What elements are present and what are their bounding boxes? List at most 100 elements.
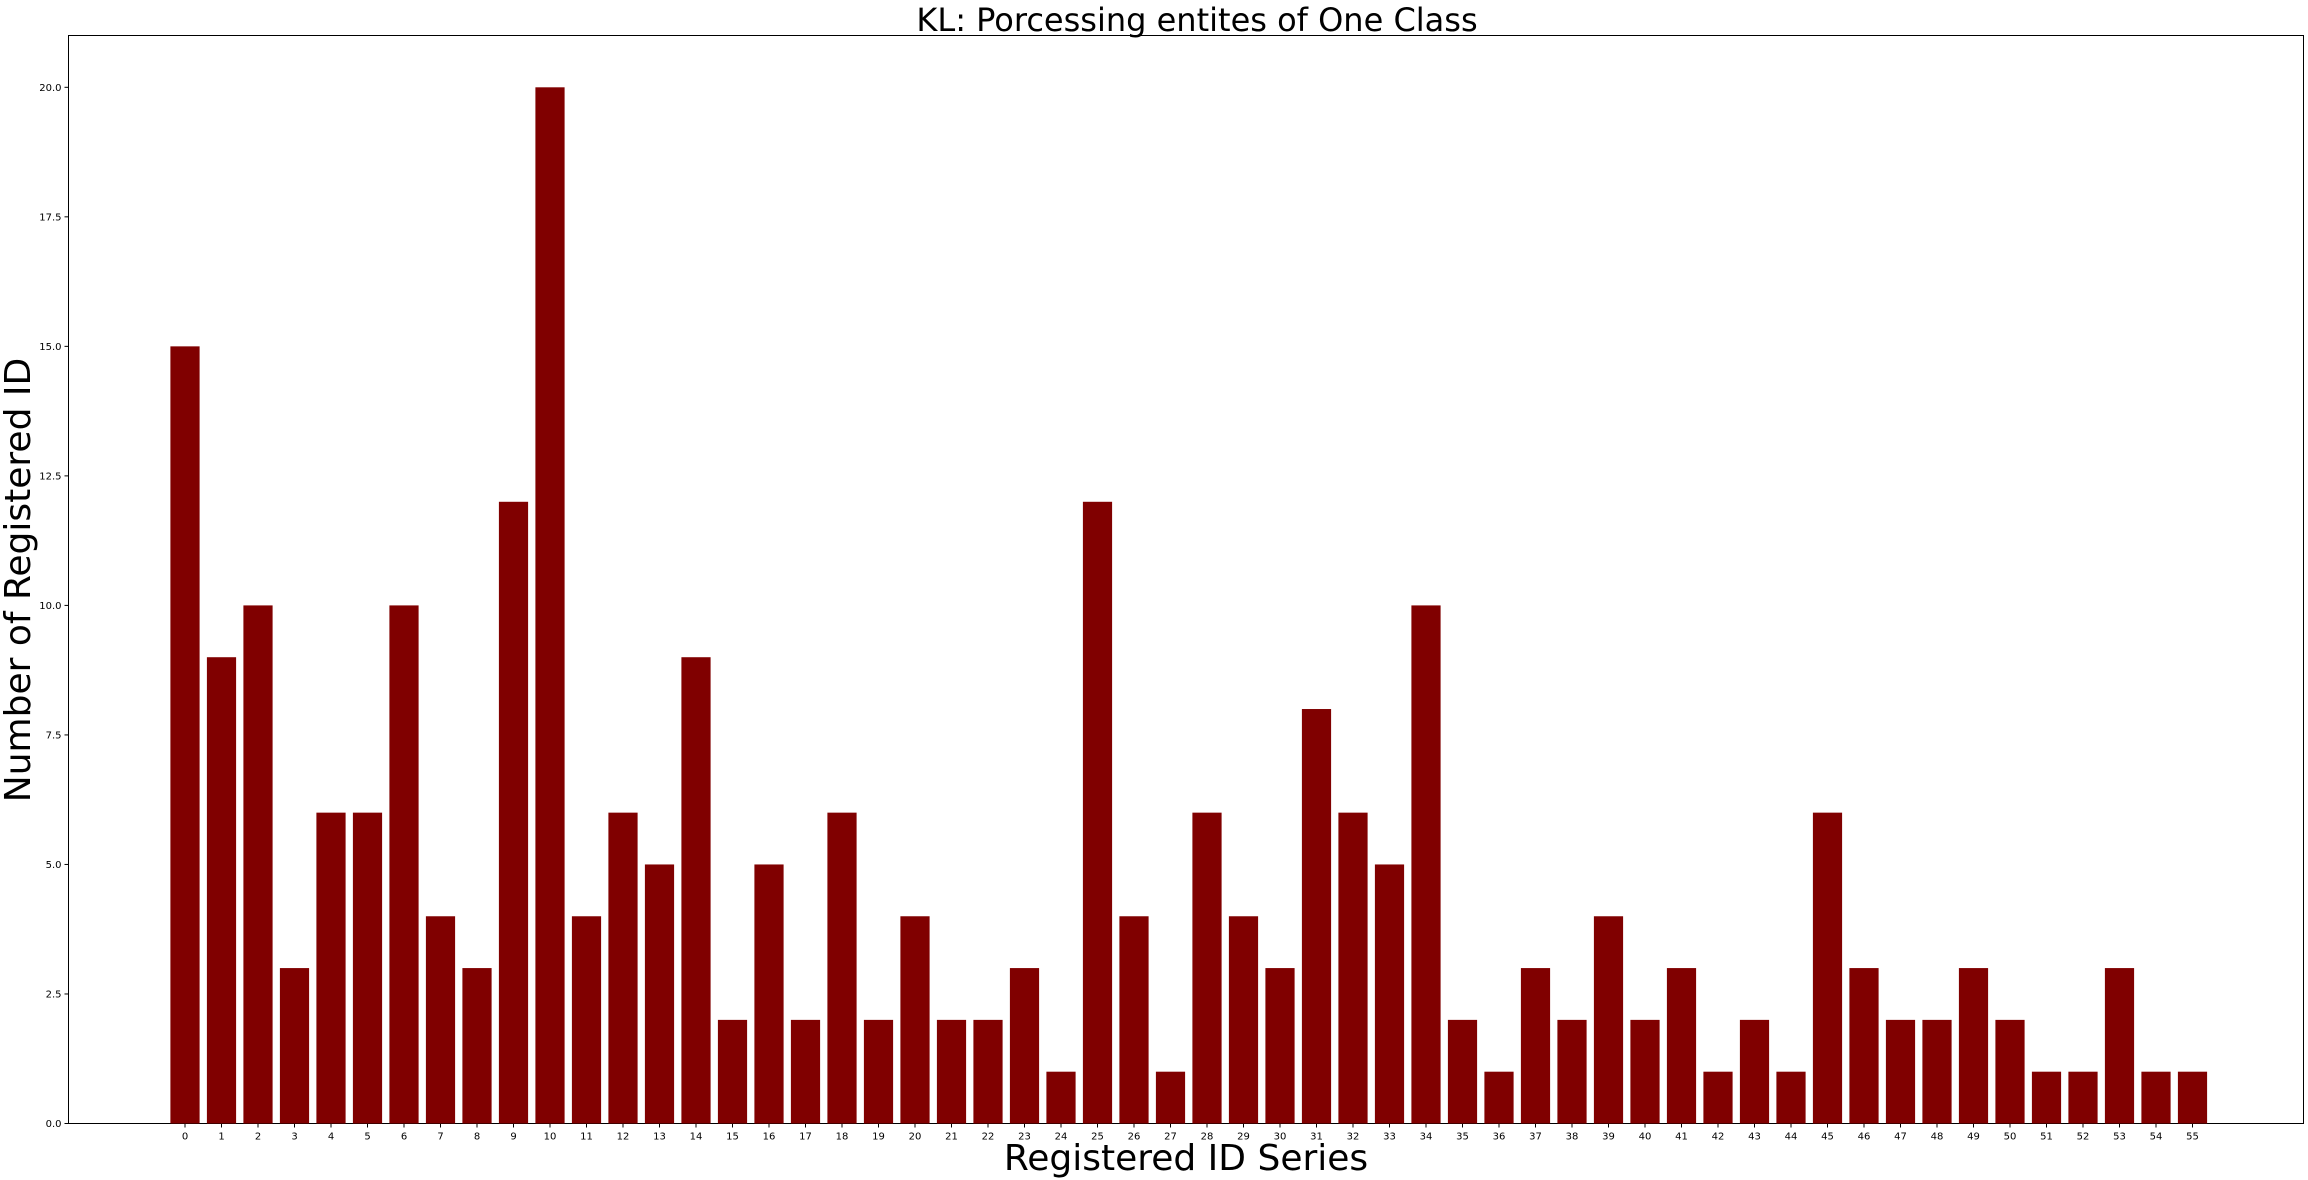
y-tick-label: 10.0 xyxy=(39,601,61,612)
bar-54 xyxy=(2141,1071,2171,1124)
x-axis-ticks: 0 1 2 3 4 5 6 7 8 9 10 11 12 13 14 15 16 17 18 19 20 21 22 23 24… xyxy=(182,1123,2199,1143)
bar-50 xyxy=(1995,1019,2025,1124)
bar-41 xyxy=(1666,968,1697,1124)
x-tick-label: 46 xyxy=(1858,1132,1871,1143)
bar-9 xyxy=(498,501,529,1124)
y-tick-label: 15.0 xyxy=(39,342,61,353)
bar-45 xyxy=(1812,812,1843,1124)
x-tick-label: 53 xyxy=(2113,1132,2126,1143)
bar-16 xyxy=(754,864,784,1124)
x-tick-label: 39 xyxy=(1602,1132,1615,1143)
y-tick-label: 2.5 xyxy=(46,989,62,1000)
x-tick-label: 54 xyxy=(2150,1132,2163,1143)
bar-23 xyxy=(1009,968,1040,1124)
bar-15 xyxy=(717,1019,748,1124)
x-tick-label: 42 xyxy=(1712,1132,1725,1143)
bar-22 xyxy=(973,1019,1003,1124)
bar-42 xyxy=(1703,1071,1733,1124)
bar-2 xyxy=(243,605,273,1124)
x-tick-label: 32 xyxy=(1347,1132,1360,1143)
x-axis-label: Registered ID Series xyxy=(1004,1138,1368,1179)
bar-12 xyxy=(608,812,638,1124)
bar-39 xyxy=(1593,916,1624,1124)
x-tick-label: 31 xyxy=(1310,1132,1323,1143)
x-tick-label: 9 xyxy=(510,1132,516,1143)
bar-49 xyxy=(1958,968,1989,1124)
x-tick-label: 8 xyxy=(474,1132,480,1143)
bar-10 xyxy=(535,87,565,1124)
bar-21 xyxy=(936,1019,967,1124)
x-tick-label: 23 xyxy=(1018,1132,1031,1143)
bar-14 xyxy=(681,657,711,1124)
bar-26 xyxy=(1119,916,1149,1124)
x-tick-label: 3 xyxy=(291,1132,297,1143)
bar-47 xyxy=(1885,1019,1916,1124)
bar-8 xyxy=(462,968,492,1124)
bar-13 xyxy=(644,864,675,1124)
bar-32 xyxy=(1338,812,1368,1124)
x-tick-label: 25 xyxy=(1091,1132,1104,1143)
x-tick-label: 20 xyxy=(909,1132,922,1143)
x-tick-label: 38 xyxy=(1566,1132,1579,1143)
x-tick-label: 15 xyxy=(726,1132,739,1143)
x-tick-label: 21 xyxy=(945,1132,958,1143)
x-tick-label: 18 xyxy=(836,1132,849,1143)
bar-40 xyxy=(1630,1019,1660,1124)
x-tick-label: 47 xyxy=(1894,1132,1907,1143)
x-tick-label: 7 xyxy=(437,1132,443,1143)
x-tick-label: 24 xyxy=(1055,1132,1068,1143)
bar-51 xyxy=(2031,1071,2062,1124)
x-tick-label: 17 xyxy=(799,1132,812,1143)
x-tick-label: 4 xyxy=(328,1132,334,1143)
bar-24 xyxy=(1046,1071,1076,1124)
x-tick-label: 2 xyxy=(255,1132,261,1143)
bar-46 xyxy=(1849,968,1879,1124)
x-tick-label: 49 xyxy=(1967,1132,1980,1143)
y-tick-label: 12.5 xyxy=(39,471,61,482)
x-tick-label: 36 xyxy=(1493,1132,1506,1143)
y-tick-label: 0.0 xyxy=(46,1119,62,1130)
x-tick-label: 1 xyxy=(218,1132,224,1143)
x-tick-label: 34 xyxy=(1420,1132,1433,1143)
bar-29 xyxy=(1228,916,1259,1124)
bar-17 xyxy=(790,1019,821,1124)
bar-28 xyxy=(1192,812,1222,1124)
bar-18 xyxy=(827,812,857,1124)
y-axis-ticks: 0.0 2.5 5.0 7.5 10.0 12.5 15.0 17.5 20.0 xyxy=(39,83,69,1130)
x-tick-label: 11 xyxy=(580,1132,593,1143)
chart-title: KL: Porcessing entites of One Class xyxy=(916,1,1477,39)
x-tick-label: 12 xyxy=(617,1132,630,1143)
bar-34 xyxy=(1411,605,1441,1124)
y-axis-label: Number of Registered ID xyxy=(0,358,39,802)
bars-group xyxy=(170,87,2208,1124)
x-tick-label: 0 xyxy=(182,1132,188,1143)
x-tick-label: 50 xyxy=(2004,1132,2017,1143)
y-tick-label: 7.5 xyxy=(46,730,62,741)
x-tick-label: 40 xyxy=(1639,1132,1652,1143)
bar-52 xyxy=(2068,1071,2098,1124)
x-tick-label: 16 xyxy=(763,1132,776,1143)
bar-44 xyxy=(1776,1071,1806,1124)
bar-11 xyxy=(571,916,602,1124)
x-tick-label: 26 xyxy=(1128,1132,1141,1143)
x-tick-label: 52 xyxy=(2077,1132,2090,1143)
y-tick-label: 5.0 xyxy=(46,860,62,871)
bar-33 xyxy=(1374,864,1405,1124)
x-tick-label: 30 xyxy=(1274,1132,1287,1143)
bar-27 xyxy=(1155,1071,1186,1124)
y-tick-label: 17.5 xyxy=(39,212,61,223)
y-tick-label: 20.0 xyxy=(39,83,61,94)
x-tick-label: 55 xyxy=(2186,1132,2199,1143)
bar-35 xyxy=(1447,1019,1478,1124)
bar-3 xyxy=(279,968,310,1124)
x-tick-label: 19 xyxy=(872,1132,885,1143)
bar-37 xyxy=(1520,968,1551,1124)
x-tick-label: 28 xyxy=(1201,1132,1214,1143)
bar-0 xyxy=(170,346,200,1124)
x-tick-label: 37 xyxy=(1529,1132,1542,1143)
x-tick-label: 33 xyxy=(1383,1132,1396,1143)
bar-48 xyxy=(1922,1019,1952,1124)
plot-frame xyxy=(68,35,2304,1124)
bar-19 xyxy=(863,1019,894,1124)
